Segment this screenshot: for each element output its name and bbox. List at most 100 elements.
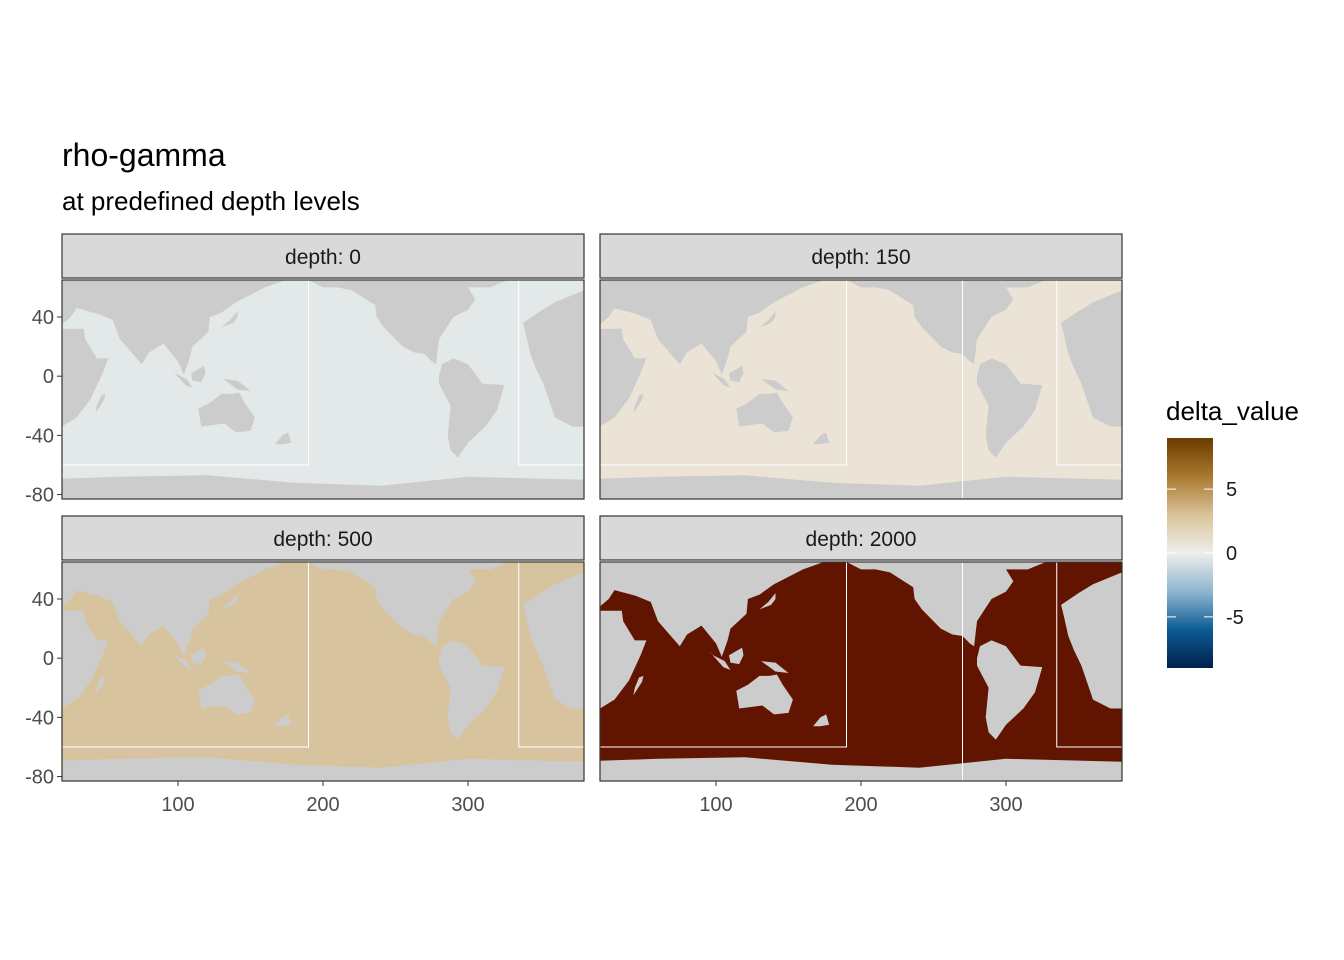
land-mass bbox=[977, 358, 1043, 458]
antarctica bbox=[600, 757, 1122, 781]
land-mass bbox=[439, 640, 505, 740]
land-mass bbox=[468, 562, 508, 570]
y-tick-label: -40 bbox=[25, 425, 54, 447]
land-mass bbox=[223, 379, 251, 391]
facet-strip-label: depth: 2000 bbox=[806, 528, 917, 551]
land-mass bbox=[198, 392, 255, 433]
land-mass bbox=[95, 675, 106, 696]
facet-strip-label: depth: 150 bbox=[811, 246, 910, 269]
land-mass bbox=[468, 280, 508, 288]
x-tick-label: 100 bbox=[161, 794, 194, 816]
y-tick-label: 40 bbox=[32, 589, 54, 611]
y-tick-label: -80 bbox=[25, 767, 54, 789]
color-legend: delta_value 5 0 -5 bbox=[1166, 396, 1299, 668]
land-mass bbox=[761, 661, 789, 673]
x-tick-label: 300 bbox=[989, 794, 1022, 816]
facet-panel: depth: 0 40 0 -40 -80 bbox=[25, 233, 585, 507]
land-mass bbox=[736, 392, 793, 433]
land-mass bbox=[759, 311, 776, 328]
land-mass bbox=[600, 562, 824, 657]
basin-boundary bbox=[600, 562, 847, 748]
legend-title: delta_value bbox=[1166, 396, 1299, 426]
land-mass bbox=[523, 290, 584, 427]
land-mass bbox=[170, 650, 193, 670]
land-mass bbox=[221, 593, 238, 610]
land-mass bbox=[729, 365, 744, 383]
land-mass bbox=[95, 393, 106, 414]
land-mass bbox=[600, 328, 647, 427]
x-tick-label: 300 bbox=[451, 794, 484, 816]
y-tick-label: 0 bbox=[43, 366, 54, 388]
basin-boundary bbox=[518, 562, 584, 748]
land-mass bbox=[308, 280, 483, 365]
y-tick-label: -80 bbox=[25, 485, 54, 507]
facet-strip-label: depth: 0 bbox=[285, 246, 361, 269]
land-mass bbox=[761, 379, 789, 391]
basin-boundary bbox=[518, 280, 584, 466]
land-mass bbox=[846, 280, 1021, 365]
land-mass bbox=[759, 593, 776, 610]
basin-boundary bbox=[62, 562, 309, 748]
land-mass bbox=[62, 328, 109, 427]
land-mass bbox=[439, 358, 505, 458]
land-mass bbox=[729, 647, 744, 665]
land-mass bbox=[191, 647, 206, 665]
land-mass bbox=[62, 610, 109, 709]
land-mass bbox=[308, 562, 483, 647]
basin-boundary bbox=[600, 280, 847, 466]
land-mass bbox=[221, 311, 238, 328]
land-mass bbox=[846, 562, 1021, 647]
land-mass bbox=[708, 368, 731, 388]
land-mass bbox=[600, 610, 647, 709]
legend-ticks: 5 0 -5 bbox=[1167, 479, 1244, 629]
x-tick-label: 200 bbox=[844, 794, 877, 816]
legend-tick-label: -5 bbox=[1226, 607, 1244, 629]
antarctica bbox=[62, 475, 584, 499]
panel-border bbox=[61, 279, 585, 500]
land-mass bbox=[708, 650, 731, 670]
basin-boundary bbox=[1056, 562, 1122, 748]
land-mass bbox=[198, 674, 255, 715]
land-mass bbox=[633, 393, 644, 414]
facet-strip bbox=[599, 515, 1123, 561]
antarctica bbox=[600, 475, 1122, 499]
land-mass bbox=[1006, 280, 1046, 288]
x-tick-label: 200 bbox=[306, 794, 339, 816]
land-mass bbox=[523, 572, 584, 709]
land-mass bbox=[62, 562, 286, 657]
land-mass bbox=[633, 675, 644, 696]
land-mass bbox=[1061, 290, 1122, 427]
land-mass bbox=[736, 674, 793, 715]
land-mass bbox=[223, 661, 251, 673]
land-mass bbox=[1006, 562, 1046, 570]
panel-map bbox=[62, 562, 584, 781]
legend-tick-label: 0 bbox=[1226, 543, 1237, 565]
legend-tick-label: 5 bbox=[1226, 479, 1237, 501]
land-mass bbox=[977, 640, 1043, 740]
facet-panel: depth: 150 bbox=[599, 233, 1123, 500]
facet-strip bbox=[61, 233, 585, 279]
land-mass bbox=[275, 714, 292, 727]
facet-strip-label: depth: 500 bbox=[273, 528, 372, 551]
basin-boundary bbox=[62, 280, 309, 466]
panel-border bbox=[599, 279, 1123, 500]
panel-map bbox=[600, 280, 1122, 499]
facet-strip bbox=[599, 233, 1123, 279]
land-mass bbox=[1061, 572, 1122, 709]
land-mass bbox=[170, 368, 193, 388]
basin-boundary bbox=[1056, 280, 1122, 466]
panel-map bbox=[600, 562, 1122, 781]
facet-panel: depth: 500 40 0 -40 -80 100 200 300 bbox=[25, 515, 585, 816]
y-tick-label: 0 bbox=[43, 648, 54, 670]
x-tick-label: 100 bbox=[699, 794, 732, 816]
land-mass bbox=[813, 714, 830, 727]
y-tick-label: -40 bbox=[25, 707, 54, 729]
land-mass bbox=[813, 432, 830, 445]
panel-map bbox=[62, 280, 584, 499]
land-mass bbox=[191, 365, 206, 383]
antarctica bbox=[62, 757, 584, 781]
y-tick-label: 40 bbox=[32, 307, 54, 329]
facet-strip bbox=[61, 515, 585, 561]
facet-panel: depth: 2000 100 200 300 bbox=[599, 515, 1123, 816]
